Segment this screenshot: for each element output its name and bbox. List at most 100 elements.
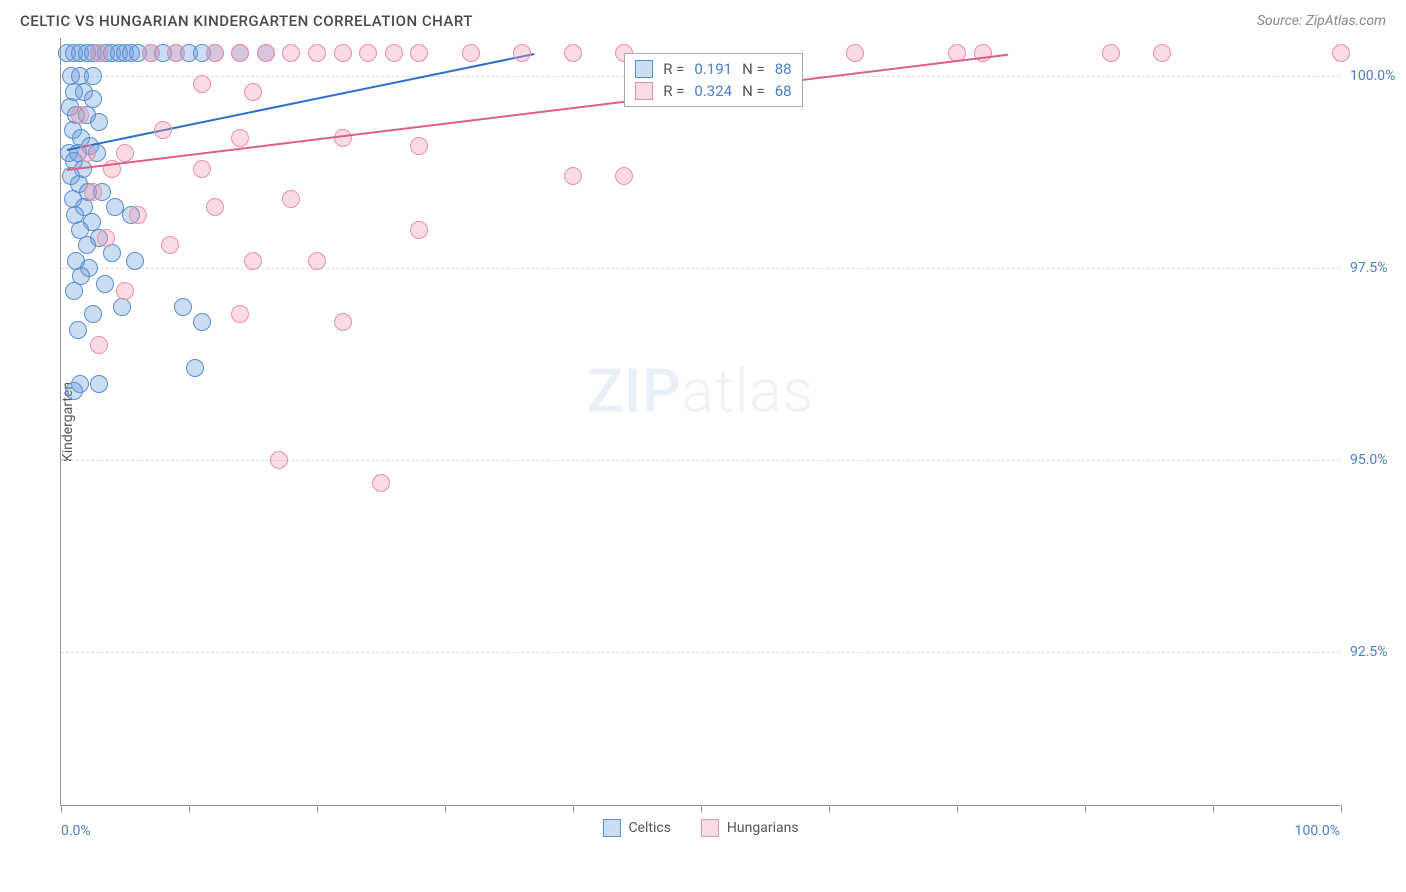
data-point [372, 474, 390, 492]
data-point [90, 44, 108, 62]
x-tick [1085, 805, 1086, 813]
source-attribution: Source: ZipAtlas.com [1257, 13, 1386, 29]
data-point [84, 183, 102, 201]
watermark: ZIPatlas [587, 355, 814, 426]
chart-container: Kindergarten ZIPatlas R =0.191N =88R =0.… [20, 38, 1386, 806]
data-point [65, 382, 83, 400]
x-tick [61, 805, 62, 813]
stats-n-value: 88 [775, 60, 792, 78]
data-point [282, 190, 300, 208]
data-point [90, 113, 108, 131]
stats-n-label: N = [742, 82, 765, 100]
legend-swatch [602, 819, 620, 837]
legend-label: Hungarians [727, 820, 799, 836]
data-point [564, 167, 582, 185]
data-point [90, 336, 108, 354]
legend: Celtics Hungarians [602, 819, 798, 837]
x-axis-min-label: 0.0% [61, 823, 91, 839]
data-point [564, 44, 582, 62]
data-point [161, 236, 179, 254]
data-point [193, 160, 211, 178]
data-point [129, 206, 147, 224]
data-point [65, 282, 83, 300]
trend-line [67, 53, 1008, 170]
x-tick [317, 805, 318, 813]
data-point [1102, 44, 1120, 62]
data-point [1153, 44, 1171, 62]
x-tick [1213, 805, 1214, 813]
watermark-bold: ZIP [587, 355, 681, 426]
stats-r-label: R = [663, 60, 684, 78]
legend-item: Hungarians [701, 819, 799, 837]
data-point [410, 221, 428, 239]
x-axis-max-label: 100.0% [1295, 823, 1340, 839]
data-point [116, 144, 134, 162]
data-point [615, 167, 633, 185]
data-point [71, 106, 89, 124]
data-point [106, 198, 124, 216]
legend-label: Celtics [628, 820, 670, 836]
x-tick [573, 805, 574, 813]
data-point [142, 44, 160, 62]
data-point [154, 121, 172, 139]
data-point [462, 44, 480, 62]
x-tick [829, 805, 830, 813]
stats-row: R =0.324N =68 [635, 82, 791, 100]
data-point [174, 298, 192, 316]
data-point [116, 282, 134, 300]
x-tick [1341, 805, 1342, 813]
data-point [113, 298, 131, 316]
data-point [282, 44, 300, 62]
stats-n-value: 68 [775, 82, 792, 100]
gridline [61, 652, 1340, 653]
data-point [270, 451, 288, 469]
data-point [186, 359, 204, 377]
x-tick [957, 805, 958, 813]
data-point [1332, 44, 1350, 62]
legend-item: Celtics [602, 819, 670, 837]
data-point [206, 44, 224, 62]
data-point [334, 44, 352, 62]
data-point [90, 375, 108, 393]
data-point [167, 44, 185, 62]
chart-title: CELTIC VS HUNGARIAN KINDERGARTEN CORRELA… [20, 12, 473, 30]
trend-line [67, 53, 535, 151]
data-point [410, 44, 428, 62]
plot-area: ZIPatlas R =0.191N =88R =0.324N =68 0.0%… [60, 38, 1340, 806]
data-point [244, 252, 262, 270]
data-point [78, 144, 96, 162]
data-point [231, 44, 249, 62]
data-point [206, 198, 224, 216]
data-point [231, 305, 249, 323]
data-point [359, 44, 377, 62]
gridline [61, 460, 1340, 461]
watermark-light: atlas [681, 355, 814, 426]
y-tick-label: 95.0% [1350, 452, 1388, 468]
data-point [84, 305, 102, 323]
stats-row: R =0.191N =88 [635, 60, 791, 78]
stats-box: R =0.191N =88R =0.324N =68 [624, 53, 802, 107]
data-point [126, 252, 144, 270]
stats-swatch [635, 82, 653, 100]
y-tick-label: 100.0% [1350, 68, 1395, 84]
data-point [193, 75, 211, 93]
legend-swatch [701, 819, 719, 837]
data-point [193, 313, 211, 331]
stats-r-value: 0.191 [694, 60, 732, 78]
y-tick-label: 97.5% [1350, 260, 1388, 276]
data-point [257, 44, 275, 62]
data-point [103, 244, 121, 262]
y-tick-label: 92.5% [1350, 644, 1388, 660]
data-point [231, 129, 249, 147]
data-point [308, 252, 326, 270]
data-point [96, 275, 114, 293]
data-point [410, 137, 428, 155]
x-tick [189, 805, 190, 813]
data-point [334, 313, 352, 331]
stats-swatch [635, 60, 653, 78]
data-point [513, 44, 531, 62]
data-point [846, 44, 864, 62]
data-point [97, 229, 115, 247]
stats-r-label: R = [663, 82, 684, 100]
data-point [385, 44, 403, 62]
